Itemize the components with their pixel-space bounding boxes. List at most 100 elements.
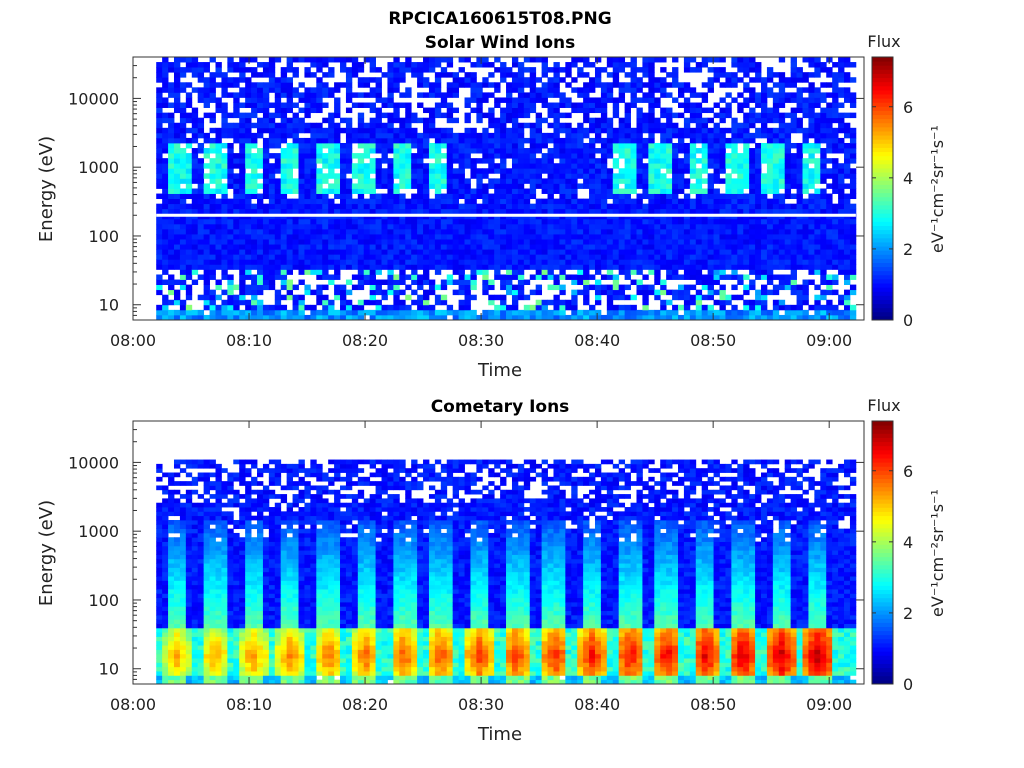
heatmap-cell — [849, 239, 857, 245]
heatmap-cell — [203, 223, 210, 230]
heatmap-cell — [399, 127, 406, 134]
heatmap-cell — [191, 208, 199, 215]
heatmap-cell — [185, 249, 193, 255]
heatmap-cell — [689, 102, 697, 108]
heatmap-cell — [660, 142, 667, 149]
heatmap-cell — [796, 117, 803, 124]
heatmap-cell — [654, 218, 661, 225]
heatmap-cell — [316, 97, 323, 103]
heatmap-cell — [755, 178, 762, 184]
heatmap-cell — [683, 289, 691, 296]
heatmap-cell — [393, 259, 400, 265]
heatmap-cell — [678, 244, 685, 250]
heatmap-cell — [541, 158, 548, 164]
heatmap-cell — [262, 208, 270, 215]
heatmap-cell — [565, 218, 572, 225]
heatmap-cell — [630, 148, 637, 154]
heatmap-cell — [393, 72, 400, 78]
heatmap-cell — [701, 284, 709, 291]
heatmap-cell — [257, 314, 264, 321]
heatmap-cell — [387, 289, 394, 296]
heatmap-cell — [672, 309, 679, 316]
heatmap-cell — [434, 178, 442, 184]
heatmap-cell — [624, 122, 631, 129]
heatmap-cell — [363, 183, 371, 189]
heatmap-cell — [594, 264, 602, 270]
heatmap-cell — [678, 163, 685, 169]
heatmap-cell — [737, 62, 744, 68]
heatmap-cell — [660, 244, 667, 250]
heatmap-cell — [185, 228, 193, 235]
heatmap-cell — [500, 208, 507, 215]
heatmap-cell — [209, 264, 216, 270]
heatmap-cell — [434, 188, 442, 194]
heatmap-cell — [245, 102, 252, 108]
heatmap-cell — [428, 218, 436, 225]
heatmap-cell — [618, 228, 626, 235]
heatmap-cell — [405, 62, 412, 68]
heatmap-cell — [778, 148, 786, 154]
heatmap-cell — [808, 244, 815, 250]
heatmap-cell — [672, 254, 679, 260]
heatmap-cell — [565, 249, 572, 255]
heatmap-cell — [707, 132, 714, 139]
heatmap-cell — [387, 314, 394, 321]
heatmap-cell — [784, 274, 792, 280]
heatmap-cell — [375, 77, 382, 83]
heatmap-cell — [423, 274, 430, 280]
heatmap-cell — [529, 289, 537, 296]
heatmap-cell — [233, 264, 240, 270]
heatmap-cell — [838, 223, 845, 230]
heatmap-cell — [316, 67, 323, 73]
heatmap-cell — [772, 223, 780, 230]
heatmap-cell — [440, 132, 448, 139]
heatmap-cell — [257, 158, 264, 164]
heatmap-cell — [316, 234, 323, 240]
heatmap-cell — [286, 163, 293, 169]
heatmap-cell — [417, 218, 424, 225]
heatmap-cell — [209, 294, 216, 301]
heatmap-cell — [808, 264, 815, 270]
heatmap-cell — [274, 168, 282, 174]
heatmap-cell — [826, 304, 833, 311]
heatmap-cell — [357, 244, 365, 250]
heatmap-cell — [725, 77, 732, 83]
heatmap-cell — [666, 168, 673, 174]
heatmap-cell — [660, 203, 667, 210]
heatmap-cell — [612, 173, 620, 179]
heatmap-cell — [334, 148, 341, 154]
heatmap-cell — [191, 188, 199, 194]
heatmap-cell — [517, 218, 525, 225]
heatmap-cell — [719, 314, 726, 321]
heatmap-cell — [452, 249, 460, 255]
heatmap-cell — [452, 77, 460, 83]
heatmap-cell — [796, 92, 803, 98]
heatmap-cell — [648, 309, 655, 316]
heatmap-cell — [535, 178, 543, 184]
heatmap-cell — [737, 178, 744, 184]
heatmap-cell — [802, 102, 809, 108]
heatmap-cell — [832, 264, 839, 270]
heatmap-cell — [251, 142, 258, 149]
heatmap-cell — [310, 92, 317, 98]
heatmap-cell — [766, 198, 774, 205]
heatmap-cell — [203, 183, 210, 189]
heatmap-cell — [577, 67, 584, 73]
heatmap-cell — [452, 153, 460, 159]
heatmap-cell — [363, 137, 371, 144]
heatmap-cell — [648, 107, 655, 114]
heatmap-cell — [156, 274, 163, 280]
heatmap-cell — [832, 62, 839, 68]
heatmap-cell — [363, 244, 371, 250]
heatmap-cell — [766, 234, 774, 240]
heatmap-cell — [387, 148, 394, 154]
heatmap-cell — [606, 117, 614, 124]
heatmap-cell — [571, 279, 578, 285]
heatmap-cell — [500, 132, 507, 139]
heatmap-cell — [517, 203, 525, 210]
heatmap-cell — [725, 183, 732, 189]
heatmap-cell — [701, 249, 709, 255]
heatmap-cell — [221, 304, 228, 311]
heatmap-cell — [672, 57, 679, 63]
heatmap-cell — [345, 97, 353, 103]
